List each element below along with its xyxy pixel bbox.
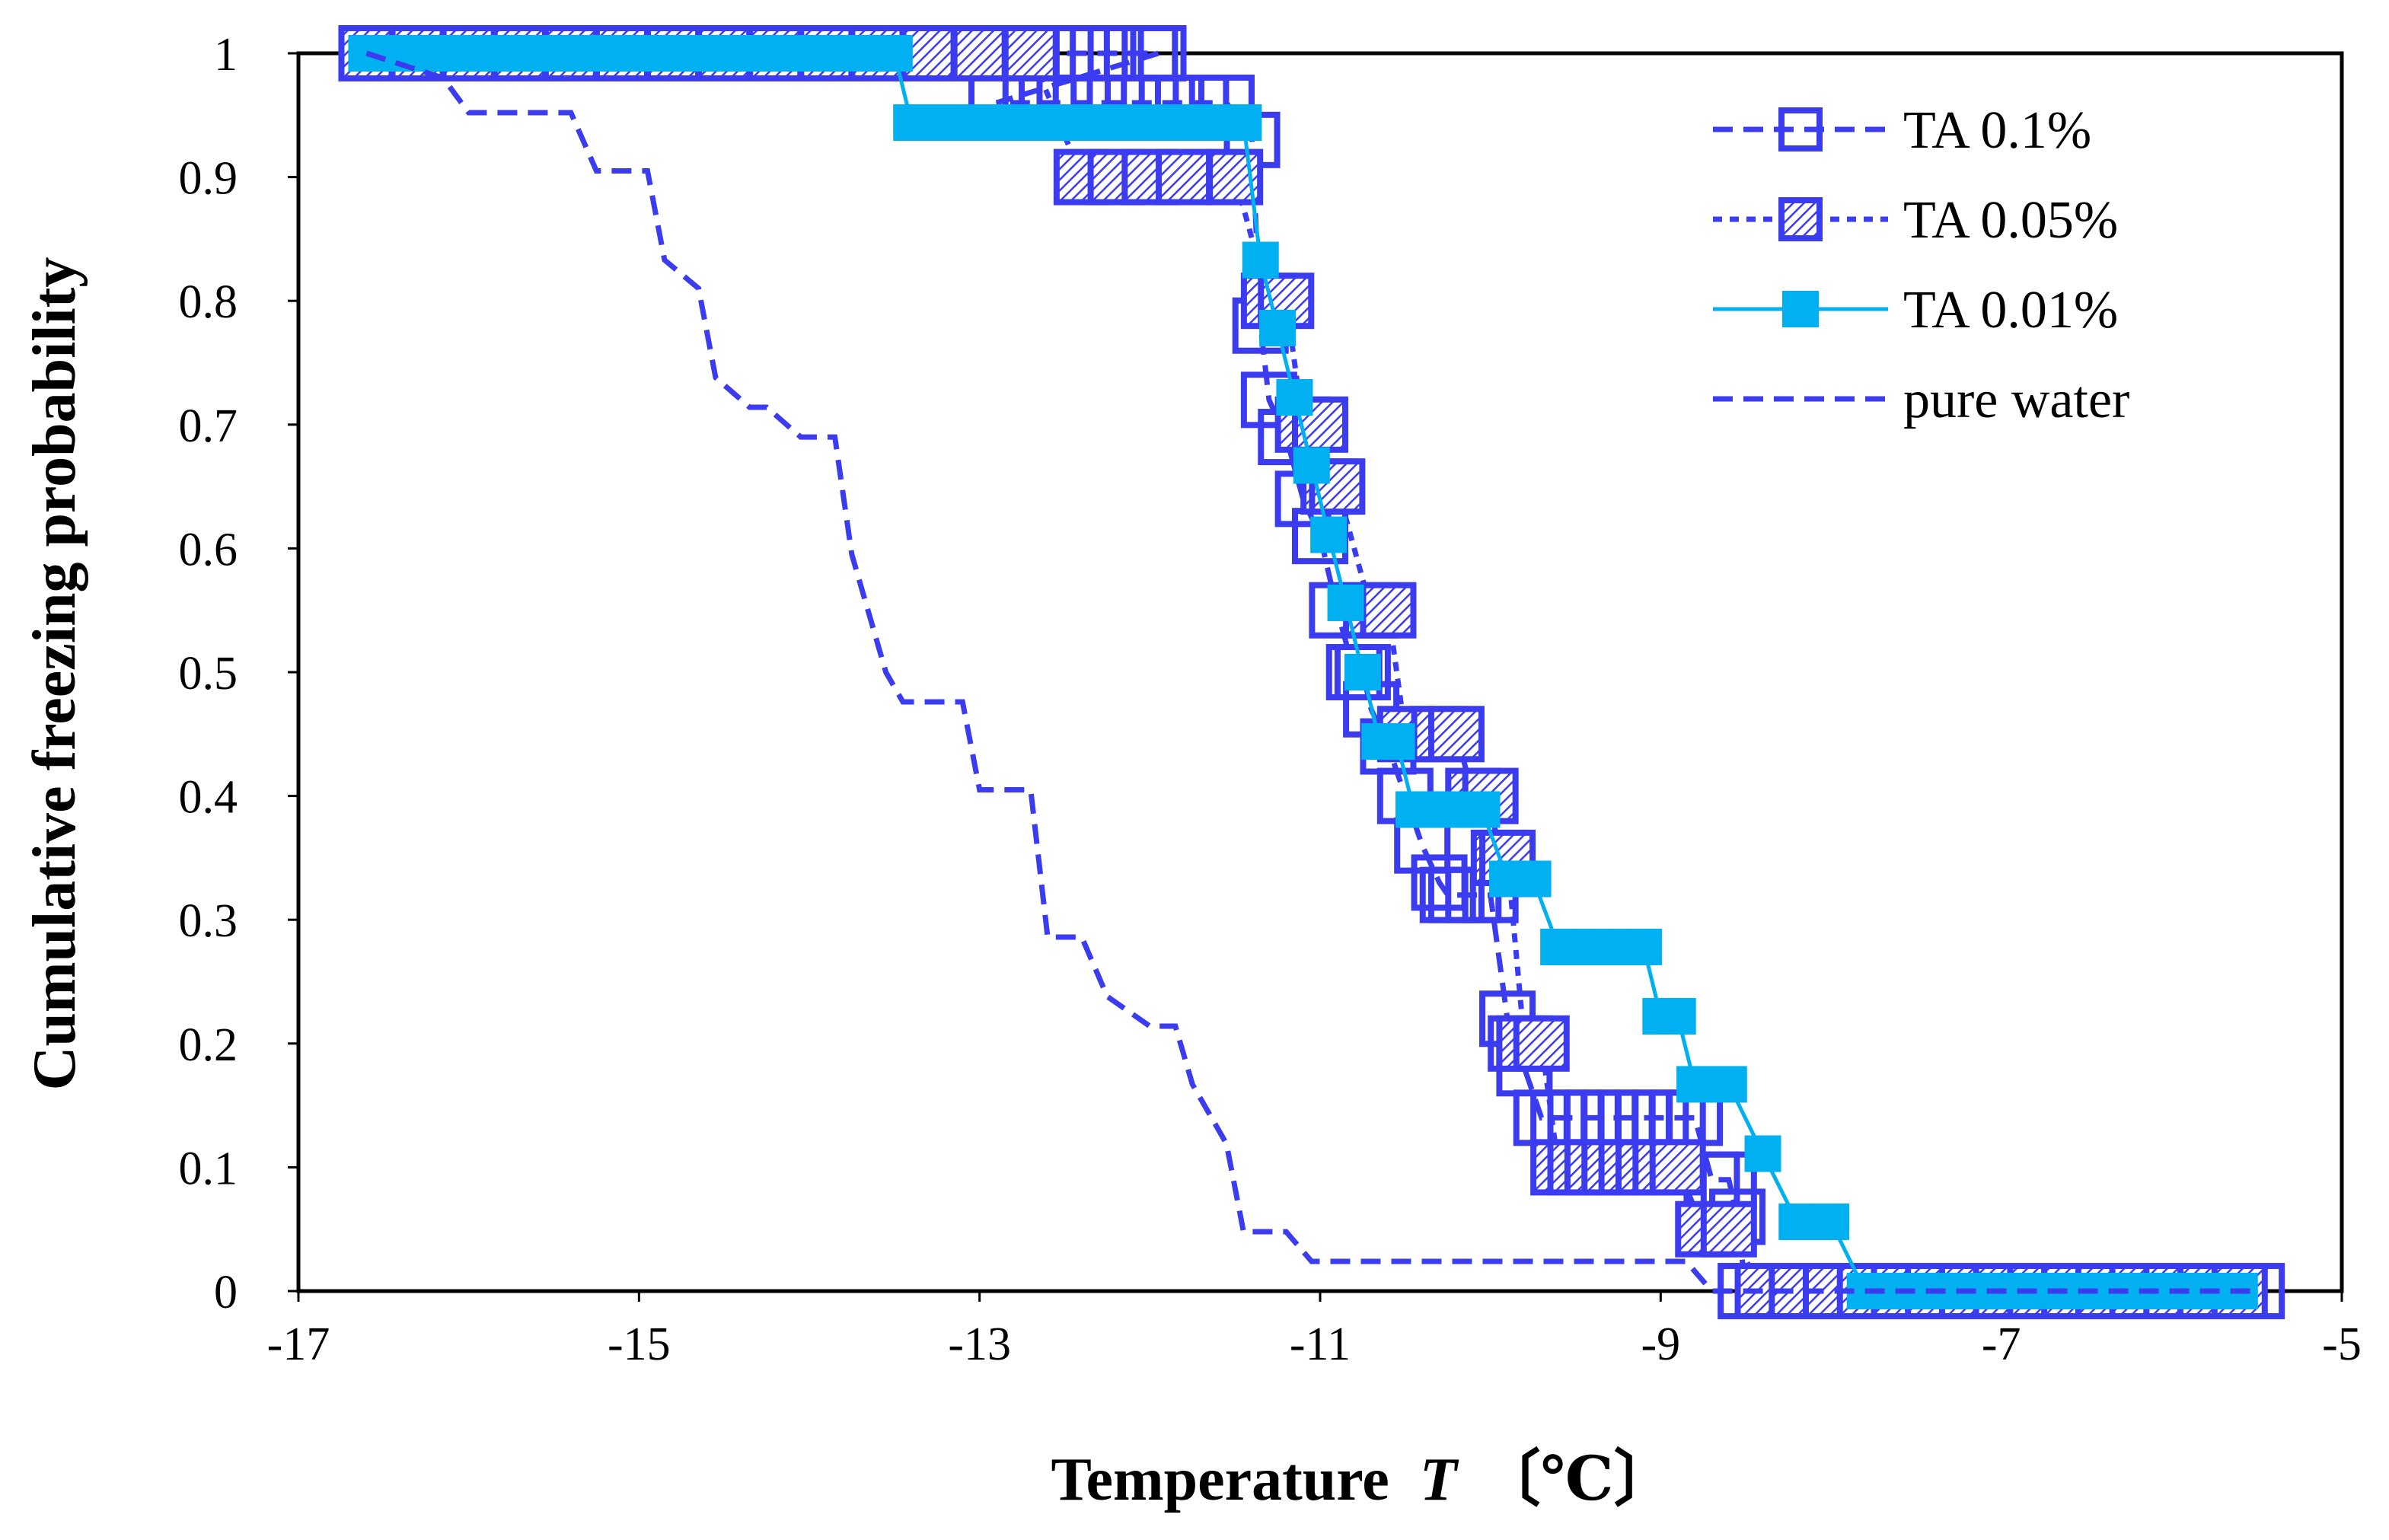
data-point-marker — [1327, 584, 1364, 621]
data-point-marker — [1813, 1203, 1849, 1240]
series-pure-water — [365, 50, 2257, 1294]
data-point-marker — [450, 35, 487, 72]
data-point-marker — [722, 35, 760, 72]
legend-item: TA 0.05% — [1713, 191, 2118, 250]
data-point-marker — [484, 35, 521, 72]
series-layer — [338, 25, 2285, 1319]
x-tick-label: -7 — [1982, 1318, 2021, 1370]
data-point-marker — [825, 35, 862, 72]
data-point-marker — [1334, 644, 1391, 700]
data-point-marker — [688, 35, 726, 72]
data-point-marker — [655, 35, 692, 72]
x-tick-label: -5 — [2322, 1318, 2362, 1370]
data-point-marker — [1225, 104, 1262, 142]
data-point-marker — [1778, 107, 1823, 151]
data-point-marker — [586, 35, 624, 72]
data-point-marker — [1310, 516, 1348, 553]
y-tick-label: 0 — [214, 1267, 238, 1318]
data-point-marker — [1242, 241, 1279, 279]
data-point-marker — [1710, 1066, 1747, 1103]
data-point-marker — [1097, 104, 1134, 142]
data-point-marker — [1427, 706, 1485, 763]
x-axis-symbol: T — [1420, 1446, 1459, 1513]
data-point-marker — [1002, 25, 1059, 81]
y-tick-label: 0.3 — [179, 895, 238, 947]
x-axis-label: Temperature — [1051, 1446, 1389, 1513]
data-point-marker — [348, 35, 385, 72]
x-tick-label: -11 — [1290, 1318, 1351, 1370]
data-point-marker — [927, 104, 964, 142]
data-point-marker — [1156, 148, 1213, 206]
data-point-marker — [1513, 1015, 1570, 1072]
data-point-marker — [1344, 654, 1381, 690]
legend-item: TA 0.1% — [1713, 101, 2091, 160]
data-point-marker — [876, 35, 913, 72]
plot-area — [296, 51, 2344, 1293]
data-point-marker — [1744, 1135, 1781, 1172]
legend-label: pure water — [1903, 371, 2129, 429]
y-tick-label: 0.8 — [179, 276, 238, 328]
data-point-marker — [1649, 1139, 1706, 1196]
y-tick-label: 0.6 — [179, 524, 238, 576]
y-axis-title: Cumulative freezing probability — [21, 257, 88, 1091]
data-point-marker — [1676, 1066, 1714, 1103]
data-point-marker — [1360, 582, 1417, 639]
data-point-marker — [1131, 104, 1169, 142]
data-point-marker — [1063, 104, 1100, 142]
data-point-marker — [1378, 723, 1415, 760]
data-point-marker — [893, 104, 930, 142]
data-point-marker — [1029, 104, 1067, 142]
legend: TA 0.1% TA 0.05% TA 0.01% pure water — [1713, 101, 2129, 429]
y-tick-label: 0.1 — [179, 1143, 238, 1194]
data-point-marker — [1514, 860, 1552, 898]
data-point-marker — [1778, 197, 1823, 241]
x-axis-unit: 〔℃〕 — [1480, 1446, 1675, 1513]
x-tick-label: -15 — [608, 1318, 671, 1370]
legend-item: pure water — [1713, 371, 2129, 429]
data-point-marker — [1293, 447, 1330, 484]
y-tick-label: 0.7 — [179, 400, 238, 452]
data-point-marker — [1778, 1203, 1816, 1240]
x-tick-label: -13 — [948, 1318, 1011, 1370]
data-point-marker — [1463, 791, 1501, 828]
data-point-marker — [961, 104, 998, 142]
data-point-marker — [995, 104, 1032, 142]
data-point-marker — [791, 35, 828, 72]
x-tick-label: -17 — [267, 1318, 330, 1370]
data-point-marker — [1276, 379, 1313, 416]
data-point-marker — [951, 25, 1008, 81]
y-tick-label: 0.5 — [179, 648, 238, 700]
x-tick-label: -9 — [1641, 1318, 1681, 1370]
data-point-marker — [1259, 309, 1297, 346]
x-axis-ticks: -17 -15 -13 -11 -9 -7 -5 — [267, 1291, 2362, 1370]
series-line — [365, 50, 2257, 1294]
legend-label: TA 0.05% — [1903, 191, 2118, 250]
data-point-marker — [1700, 1200, 1757, 1258]
data-point-marker — [1782, 291, 1819, 327]
y-axis-ticks: 0 0.1 0.2 0.3 0.4 0.5 0.6 0.7 0.8 0.9 1 — [179, 29, 298, 1318]
y-tick-label: 1 — [214, 29, 238, 81]
data-point-marker — [620, 35, 658, 72]
y-tick-label: 0.2 — [179, 1019, 238, 1071]
data-point-marker — [518, 35, 556, 72]
data-point-marker — [1166, 104, 1203, 142]
data-point-marker — [416, 35, 453, 72]
data-point-marker — [552, 35, 589, 72]
x-axis-title: Temperature T 〔℃〕 — [1051, 1446, 1674, 1513]
data-point-marker — [1625, 928, 1662, 965]
y-tick-label: 0.9 — [179, 153, 238, 205]
legend-label: TA 0.01% — [1903, 281, 2118, 340]
y-tick-label: 0.4 — [179, 772, 238, 824]
data-point-marker — [1659, 998, 1696, 1035]
data-point-marker — [757, 35, 794, 72]
legend-item: TA 0.01% — [1713, 281, 2118, 340]
legend-label: TA 0.1% — [1903, 101, 2091, 160]
